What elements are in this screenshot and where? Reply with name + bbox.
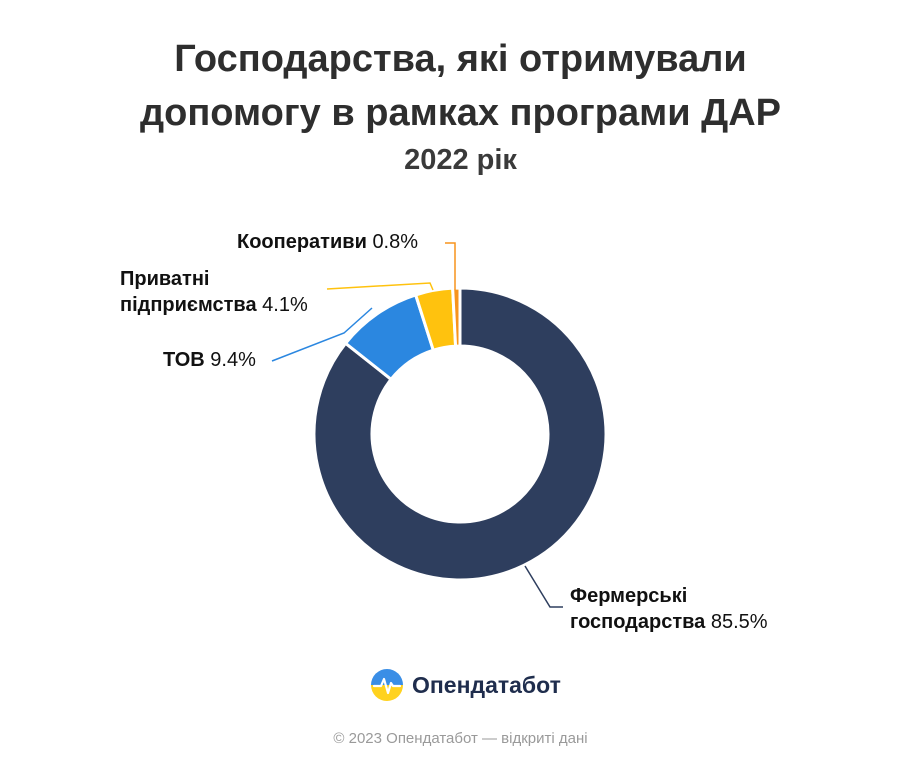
label-private: Приватні підприємства 4.1% [120,266,308,318]
label-farm-value: 85.5% [710,611,768,633]
slice-coop [451,286,462,348]
logo-text: Опендатабот [412,671,561,698]
opendatabot-logo-icon [371,669,403,701]
label-coop: Кооперативи 0.8% [237,229,418,255]
leader-line-tov [271,307,373,362]
leader-line-coop [445,242,456,290]
label-tov-value: 9.4% [210,349,256,371]
chart-title-line-2: допомогу в рамках програми ДАР [140,92,781,134]
leader-line-farm [524,565,563,608]
label-private-name-2: підприємства [120,294,257,316]
label-farm: Фермерські господарства 85.5% [570,583,768,635]
chart-subtitle: 2022 рік [404,144,517,176]
leader-line-private [326,282,434,291]
label-farm-name-1: Фермерські [570,585,688,607]
label-private-value: 4.1% [262,294,308,316]
donut-slices [312,286,608,582]
chart-title: Господарства, які отримували допомогу в … [0,32,921,140]
slice-farm [312,286,608,582]
label-tov-name: ТОВ [163,349,205,371]
footer-copyright: © 2023 Опендатабот — відкриті дані [333,730,588,747]
label-tov: ТОВ 9.4% [163,347,256,373]
label-farm-name-2: господарства [570,611,706,633]
opendatabot-logo: Опендатабот [370,667,561,703]
label-coop-value: 0.8% [372,231,419,253]
label-coop-name: Кооперативи [237,231,367,253]
chart-title-line-1: Господарства, які отримували [174,38,747,80]
label-private-name-1: Приватні [120,268,210,290]
